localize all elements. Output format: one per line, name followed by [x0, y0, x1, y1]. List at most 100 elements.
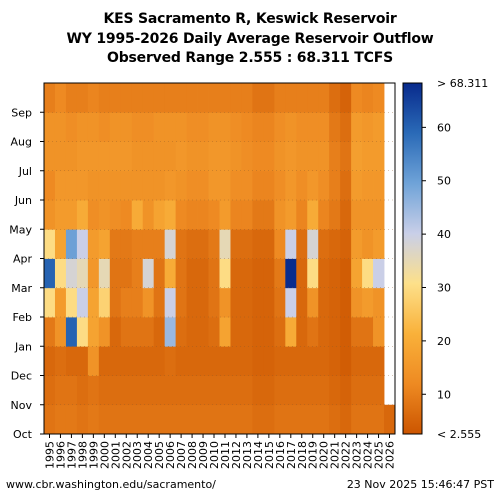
heatmap-cell-2009-Sep: [197, 83, 209, 113]
heatmap-cell-2015-Jan: [263, 317, 275, 347]
heatmap-cell-2003-Apr: [131, 229, 144, 259]
heatmap-cell-2006-Dec: [164, 346, 177, 376]
heatmap-cell-2004-Nov: [142, 375, 155, 406]
heatmap-cell-2009-Mar: [197, 258, 209, 289]
heatmap-cell-2015-Jun: [263, 170, 275, 201]
heatmap-cell-2012-Apr: [230, 229, 242, 259]
heatmap-cell-1996-Jul: [54, 141, 67, 172]
heatmap-cell-2014-Sep: [252, 83, 264, 113]
heatmap-cell-2018-Aug: [296, 112, 308, 142]
heatmap-cell-2022-Mar: [340, 258, 352, 289]
heatmap-cell-2020-Jul: [318, 141, 330, 172]
heatmap-cell-2001-Jun: [109, 170, 122, 201]
heatmap-cell-1995-Feb: [44, 287, 56, 318]
heatmap-cell-2000-Aug: [98, 112, 111, 142]
heatmap-cell-2024-Apr: [362, 229, 374, 259]
heatmap-cell-2010-Jan: [208, 317, 220, 347]
heatmap-cell-2016-Sep: [274, 83, 286, 113]
heatmap-cell-2009-May: [197, 200, 209, 230]
heatmap-cell-1996-Jun: [54, 170, 67, 201]
heatmap-cell-2002-Jan: [120, 317, 133, 347]
heatmap-cell-2022-Jul: [340, 141, 352, 172]
heatmap-cell-1995-Sep: [44, 83, 56, 113]
heatmap-cell-2015-Feb: [263, 287, 275, 318]
heatmap-cell-2015-Nov: [263, 375, 275, 406]
heatmap-cell-1995-Mar: [44, 258, 56, 289]
x-tick-label: 1998: [76, 441, 89, 469]
heatmap-cell-1997-Dec: [65, 346, 78, 376]
heatmap-cell-2001-Jul: [109, 141, 122, 172]
heatmap-cell-2009-Dec: [197, 346, 209, 376]
heatmap-cell-2025-Feb: [373, 287, 385, 318]
source-url: www.cbr.washington.edu/sacramento/: [6, 478, 216, 491]
heatmap-cell-2001-Jan: [109, 317, 122, 347]
heatmap-cell-2009-Jun: [197, 170, 209, 201]
heatmap-cell-2007-Dec: [175, 346, 187, 376]
heatmap-cell-2000-Apr: [98, 229, 111, 259]
heatmap-cell-2017-Nov: [285, 375, 297, 406]
heatmap-cell-2011-Mar: [219, 258, 231, 289]
heatmap-cell-2003-Jan: [131, 317, 144, 347]
heatmap-cell-2005-Apr: [153, 229, 166, 259]
heatmap-cell-2017-Jul: [285, 141, 297, 172]
heatmap-cell-2008-Oct: [186, 404, 198, 435]
x-tick-label: 2021: [329, 441, 342, 469]
heatmap-cell-2015-Aug: [263, 112, 275, 142]
x-tick-label: 2023: [351, 441, 364, 469]
heatmap-cell-1999-Aug: [87, 112, 100, 142]
heatmap-cell-1995-Dec: [44, 346, 56, 376]
heatmap-cell-2023-Aug: [351, 112, 363, 142]
heatmap-cell-2009-Jan: [197, 317, 209, 347]
heatmap-cell-2014-Aug: [252, 112, 264, 142]
heatmap-cell-2002-Mar: [120, 258, 133, 289]
heatmap-cell-2007-Jul: [175, 141, 187, 172]
heatmap-cell-2008-Sep: [186, 83, 198, 113]
heatmap-cell-2019-Aug: [307, 112, 319, 142]
heatmap-cell-2000-Oct: [98, 404, 111, 435]
heatmap-cell-2024-Dec: [362, 346, 374, 376]
heatmap-cell-2018-Apr: [296, 229, 308, 259]
heatmap-cell-2008-Jun: [186, 170, 198, 201]
heatmap-cell-1999-Oct: [87, 404, 100, 435]
heatmap-cell-1996-Oct: [54, 404, 67, 435]
heatmap-cell-2025-Jul: [373, 141, 385, 172]
heatmap-cell-2021-Apr: [329, 229, 341, 259]
heatmap-cell-2025-Dec: [373, 346, 385, 376]
heatmap-cell-2010-May: [208, 200, 220, 230]
heatmap-cell-2016-Apr: [274, 229, 286, 259]
heatmap-cell-2020-Apr: [318, 229, 330, 259]
heatmap-cell-2023-Oct: [351, 404, 363, 435]
heatmap-cell-2013-Jul: [241, 141, 253, 172]
heatmap-cell-2011-Sep: [219, 83, 231, 113]
heatmap-cell-2015-Dec: [263, 346, 275, 376]
heatmap-cell-1996-Feb: [54, 287, 67, 318]
heatmap-cell-2008-Jul: [186, 141, 198, 172]
heatmap-cell-2023-Apr: [351, 229, 363, 259]
heatmap-cell-2019-Apr: [307, 229, 319, 259]
x-tick-label: 2020: [318, 441, 331, 469]
heatmap-cell-2014-Dec: [252, 346, 264, 376]
heatmap-cell-1999-Dec: [87, 346, 100, 376]
heatmap-cell-2014-Oct: [252, 404, 264, 435]
x-tick-label: 2000: [98, 441, 111, 469]
heatmap-cell-2023-Dec: [351, 346, 363, 376]
heatmap-cell-2018-Oct: [296, 404, 308, 435]
heatmap-cell-2007-Apr: [175, 229, 187, 259]
heatmap-cell-1998-Apr: [76, 229, 89, 259]
heatmap-cell-2020-Jan: [318, 317, 330, 347]
heatmap-cell-1999-Nov: [87, 375, 100, 406]
heatmap-cell-2019-Sep: [307, 83, 319, 113]
heatmap-cell-2011-Jun: [219, 170, 231, 201]
heatmap-cell-2014-Jun: [252, 170, 264, 201]
x-tick-label: 2018: [296, 441, 309, 469]
x-tick-label: 1997: [65, 441, 78, 469]
heatmap-cell-2024-Feb: [362, 287, 374, 318]
x-tick-label: 1996: [54, 441, 67, 469]
heatmap-cell-2001-Mar: [109, 258, 122, 289]
x-tick-label: 2001: [109, 441, 122, 469]
heatmap-cell-2010-Oct: [208, 404, 220, 435]
heatmap-cell-2023-Feb: [351, 287, 363, 318]
x-tick-label: 2015: [263, 441, 276, 469]
heatmap-cell-2007-Nov: [175, 375, 187, 406]
heatmap-cell-2008-Nov: [186, 375, 198, 406]
